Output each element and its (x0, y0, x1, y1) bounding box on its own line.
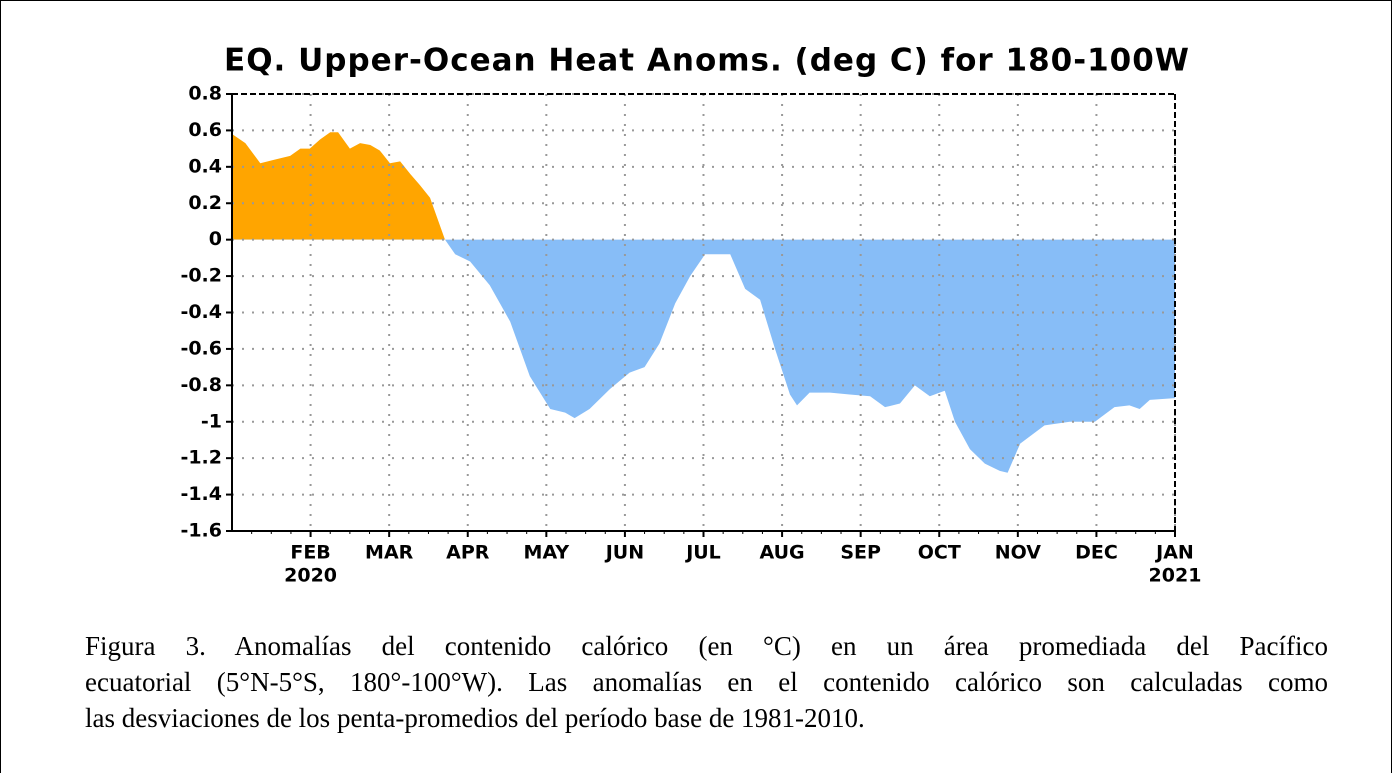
x-tick-label: JAN (1154, 542, 1194, 564)
x-tick-label: FEB (290, 542, 330, 564)
x-tick-label: NOV (995, 542, 1042, 564)
x-tick-label: AUG (760, 542, 805, 564)
x-tick-label: MAY (524, 542, 570, 564)
y-tick-label: 0.4 (188, 155, 222, 177)
y-tick-label: -0.2 (180, 265, 222, 287)
x-tick-label: OCT (918, 542, 961, 564)
y-tick-label: 0.2 (188, 192, 222, 214)
caption-line: las desviaciones de los penta-promedios … (85, 703, 865, 733)
x-tick-label: DEC (1075, 542, 1118, 564)
x-tick-year: 2021 (1149, 565, 1202, 587)
x-tick-year: 2020 (284, 565, 337, 587)
x-tick-label: SEP (840, 542, 881, 564)
y-tick-label: -1.4 (180, 483, 222, 505)
y-tick-label: 0 (209, 228, 222, 250)
y-tick-label: -1.6 (180, 520, 222, 542)
y-tick-label: -0.4 (180, 301, 222, 323)
x-tick-label: JUL (684, 542, 721, 564)
y-tick-label: -1 (201, 410, 222, 432)
x-tick-label: MAR (365, 542, 414, 564)
chart: EQ. Upper-Ocean Heat Anoms. (deg C) for … (180, 43, 1202, 587)
chart-title: EQ. Upper-Ocean Heat Anoms. (deg C) for … (224, 43, 1190, 79)
y-tick-label: 0.6 (188, 119, 222, 141)
y-tick-label: -0.8 (180, 374, 222, 396)
caption-line: ecuatorial (5°N-5°S, 180°-100°W). Las an… (85, 667, 1328, 697)
x-tick-label: JUN (604, 542, 644, 564)
x-tick-label: APR (446, 542, 490, 564)
y-tick-label: 0.8 (188, 83, 222, 105)
y-tick-label: -0.6 (180, 337, 222, 359)
caption-line: Figura 3. Anomalías del contenido calóri… (85, 631, 1328, 661)
caption: Figura 3. Anomalías del contenido calóri… (85, 628, 1328, 736)
anomaly-area (232, 132, 1175, 473)
y-tick-label: -1.2 (180, 447, 222, 469)
